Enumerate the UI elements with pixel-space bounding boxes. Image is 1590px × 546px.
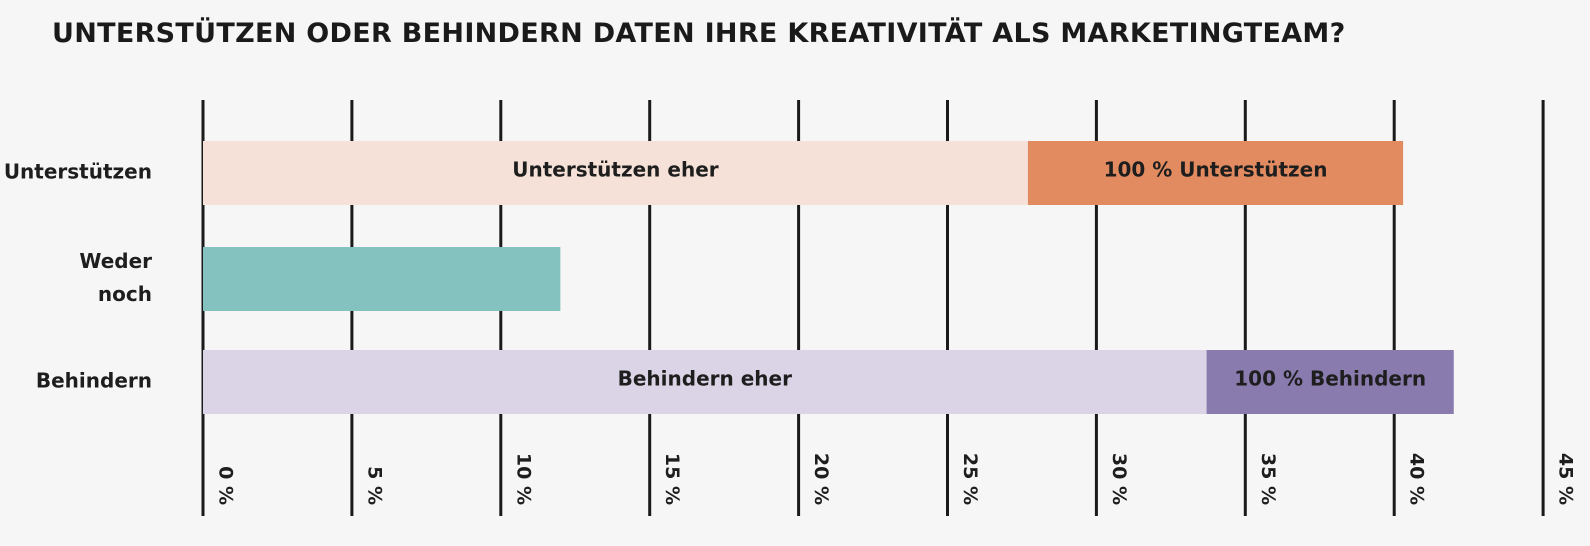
x-tick-label: 0 % (215, 466, 237, 505)
x-tick-label: 30 % (1108, 453, 1130, 505)
bar-segment (203, 247, 561, 311)
x-tick-label: 45 % (1555, 453, 1577, 505)
category-labels: Unterstützen Weder noch Behindern (4, 160, 152, 393)
bar-segment-label: Unterstützen eher (512, 158, 719, 182)
x-tick-labels: 0 % 5 % 10 % 15 % 20 % 25 % 30 % 35 % 40 % 45 % (215, 453, 1577, 505)
category-label: noch (98, 282, 152, 306)
bar-segment-label: 100 % Behindern (1234, 367, 1426, 391)
category-label: Weder (79, 249, 152, 273)
category-label: Behindern (36, 369, 152, 393)
x-tick-label: 20 % (810, 453, 832, 505)
bar-segment (1027, 141, 1404, 205)
x-tick-label: 25 % (959, 453, 981, 505)
x-tick-label: 35 % (1257, 453, 1279, 505)
bar-segment-label: 100 % Unterstützen (1104, 158, 1328, 182)
x-tick-label: 5 % (363, 466, 385, 505)
x-tick-label: 40 % (1406, 453, 1428, 505)
x-tick-label: 15 % (661, 453, 683, 505)
chart-title: UNTERSTÜTZEN ODER BEHINDERN DATEN IHRE K… (52, 18, 1346, 49)
bars: Unterstützen eher 100 % Unterstützen Behin… (203, 141, 1454, 414)
bar-segment-label: Behindern eher (618, 367, 792, 391)
x-tick-label: 10 % (512, 453, 534, 505)
bar-segment (1206, 350, 1454, 414)
category-label: Unterstützen (4, 160, 152, 184)
bar-segment (203, 350, 1207, 414)
bar-segment (203, 141, 1028, 205)
